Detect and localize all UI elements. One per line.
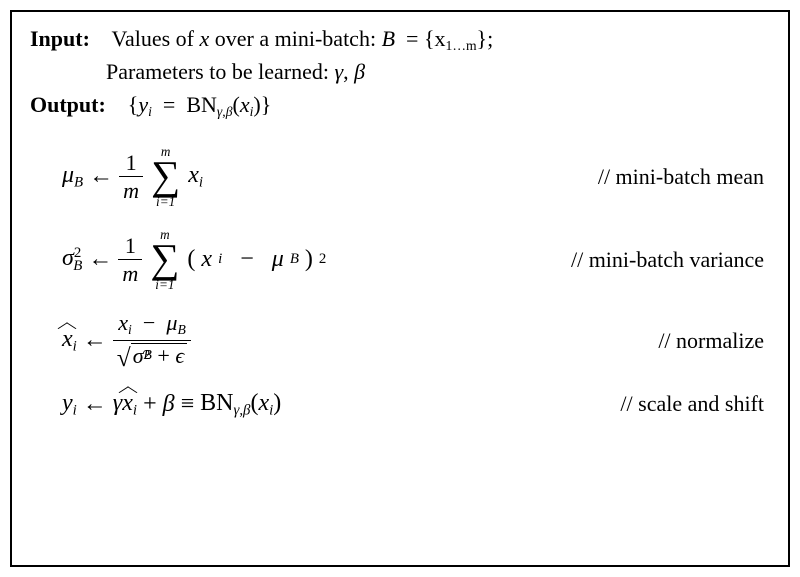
- algorithm-box: Input: Values of x over a mini-batch: B …: [10, 10, 790, 567]
- eq-var-row: σ2B ← 1 m m ∑ i=1 (xi − μB)2 // mini-bat…: [30, 228, 770, 291]
- input-line-1: Input: Values of x over a mini-batch: B …: [30, 24, 770, 55]
- input-text-1a: Values of: [112, 26, 200, 51]
- input-text-1b: over a mini-batch:: [209, 26, 381, 51]
- eq-scale: yi ← γxi + β ≡ BNγ,β(xi): [62, 390, 281, 419]
- comment-norm: // normalize: [658, 328, 770, 354]
- eq-var: σ2B ← 1 m m ∑ i=1 (xi − μB)2: [62, 228, 326, 291]
- output-label: Output:: [30, 92, 106, 117]
- semicolon: ;: [487, 26, 493, 51]
- eq-norm-row: xi ← xi − μB √ σ2B + ϵ: [30, 311, 770, 369]
- sym-B: B: [382, 26, 395, 51]
- eq-norm: xi ← xi − μB √ σ2B + ϵ: [62, 311, 191, 369]
- eq-mean: μB ← 1 m m ∑ i=1 xi: [62, 145, 203, 208]
- comment-scale: // scale and shift: [620, 391, 770, 417]
- sum-icon-2: m ∑ i=1: [150, 228, 179, 291]
- set-open: {x: [424, 26, 446, 51]
- set-x-sub: 1…m: [446, 38, 477, 53]
- sym-gamma: γ: [334, 59, 343, 84]
- comment-var: // mini-batch variance: [571, 247, 770, 273]
- input-label: Input:: [30, 26, 90, 51]
- input-line-2: Parameters to be learned: γ, β: [30, 57, 770, 88]
- sym-BN: BN: [186, 92, 217, 117]
- sym-beta: β: [354, 59, 365, 84]
- input-text-2: Parameters to be learned:: [106, 59, 334, 84]
- xhat-icon: x: [62, 326, 73, 353]
- set-close: }: [477, 26, 488, 51]
- frac-norm: xi − μB √ σ2B + ϵ: [113, 311, 191, 369]
- comment-mean: // mini-batch mean: [598, 164, 770, 190]
- sum-icon: m ∑ i=1: [151, 145, 180, 208]
- sym-x: x: [200, 26, 210, 51]
- eq-scale-row: yi ← γxi + β ≡ BNγ,β(xi) // scale and sh…: [30, 390, 770, 419]
- frac-1m: 1 m: [119, 151, 143, 202]
- xhat-icon-2: x: [122, 390, 133, 417]
- frac-1m-2: 1 m: [118, 234, 142, 285]
- output-line: Output: {yi = BNγ,β(xi)}: [30, 90, 770, 121]
- eq-mean-row: μB ← 1 m m ∑ i=1 xi // mini-batch mean: [30, 145, 770, 208]
- sqrt-icon: √ σ2B + ϵ: [117, 343, 187, 369]
